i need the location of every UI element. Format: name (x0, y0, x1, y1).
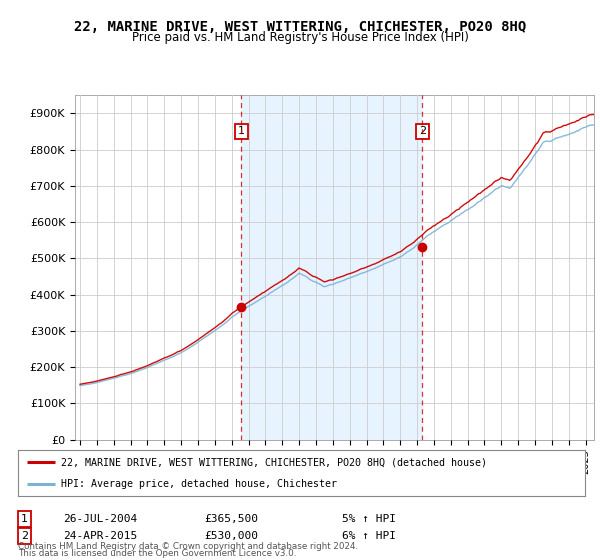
Bar (241, 95, 422, 440)
Text: 6% ↑ HPI: 6% ↑ HPI (342, 531, 396, 541)
Text: 22, MARINE DRIVE, WEST WITTERING, CHICHESTER, PO20 8HQ: 22, MARINE DRIVE, WEST WITTERING, CHICHE… (74, 20, 526, 34)
Text: This data is licensed under the Open Government Licence v3.0.: This data is licensed under the Open Gov… (18, 549, 296, 558)
Text: 22, MARINE DRIVE, WEST WITTERING, CHICHESTER, PO20 8HQ (detached house): 22, MARINE DRIVE, WEST WITTERING, CHICHE… (61, 457, 487, 467)
Text: 5% ↑ HPI: 5% ↑ HPI (342, 514, 396, 524)
Text: HPI: Average price, detached house, Chichester: HPI: Average price, detached house, Chic… (61, 479, 337, 489)
Text: Price paid vs. HM Land Registry's House Price Index (HPI): Price paid vs. HM Land Registry's House … (131, 31, 469, 44)
Text: £530,000: £530,000 (204, 531, 258, 541)
Text: 1: 1 (238, 127, 245, 137)
Text: £365,500: £365,500 (204, 514, 258, 524)
Text: 2: 2 (419, 127, 426, 137)
Text: 24-APR-2015: 24-APR-2015 (63, 531, 137, 541)
Text: 1: 1 (21, 514, 28, 524)
Text: Contains HM Land Registry data © Crown copyright and database right 2024.: Contains HM Land Registry data © Crown c… (18, 542, 358, 551)
Text: 26-JUL-2004: 26-JUL-2004 (63, 514, 137, 524)
Text: 2: 2 (21, 531, 28, 541)
